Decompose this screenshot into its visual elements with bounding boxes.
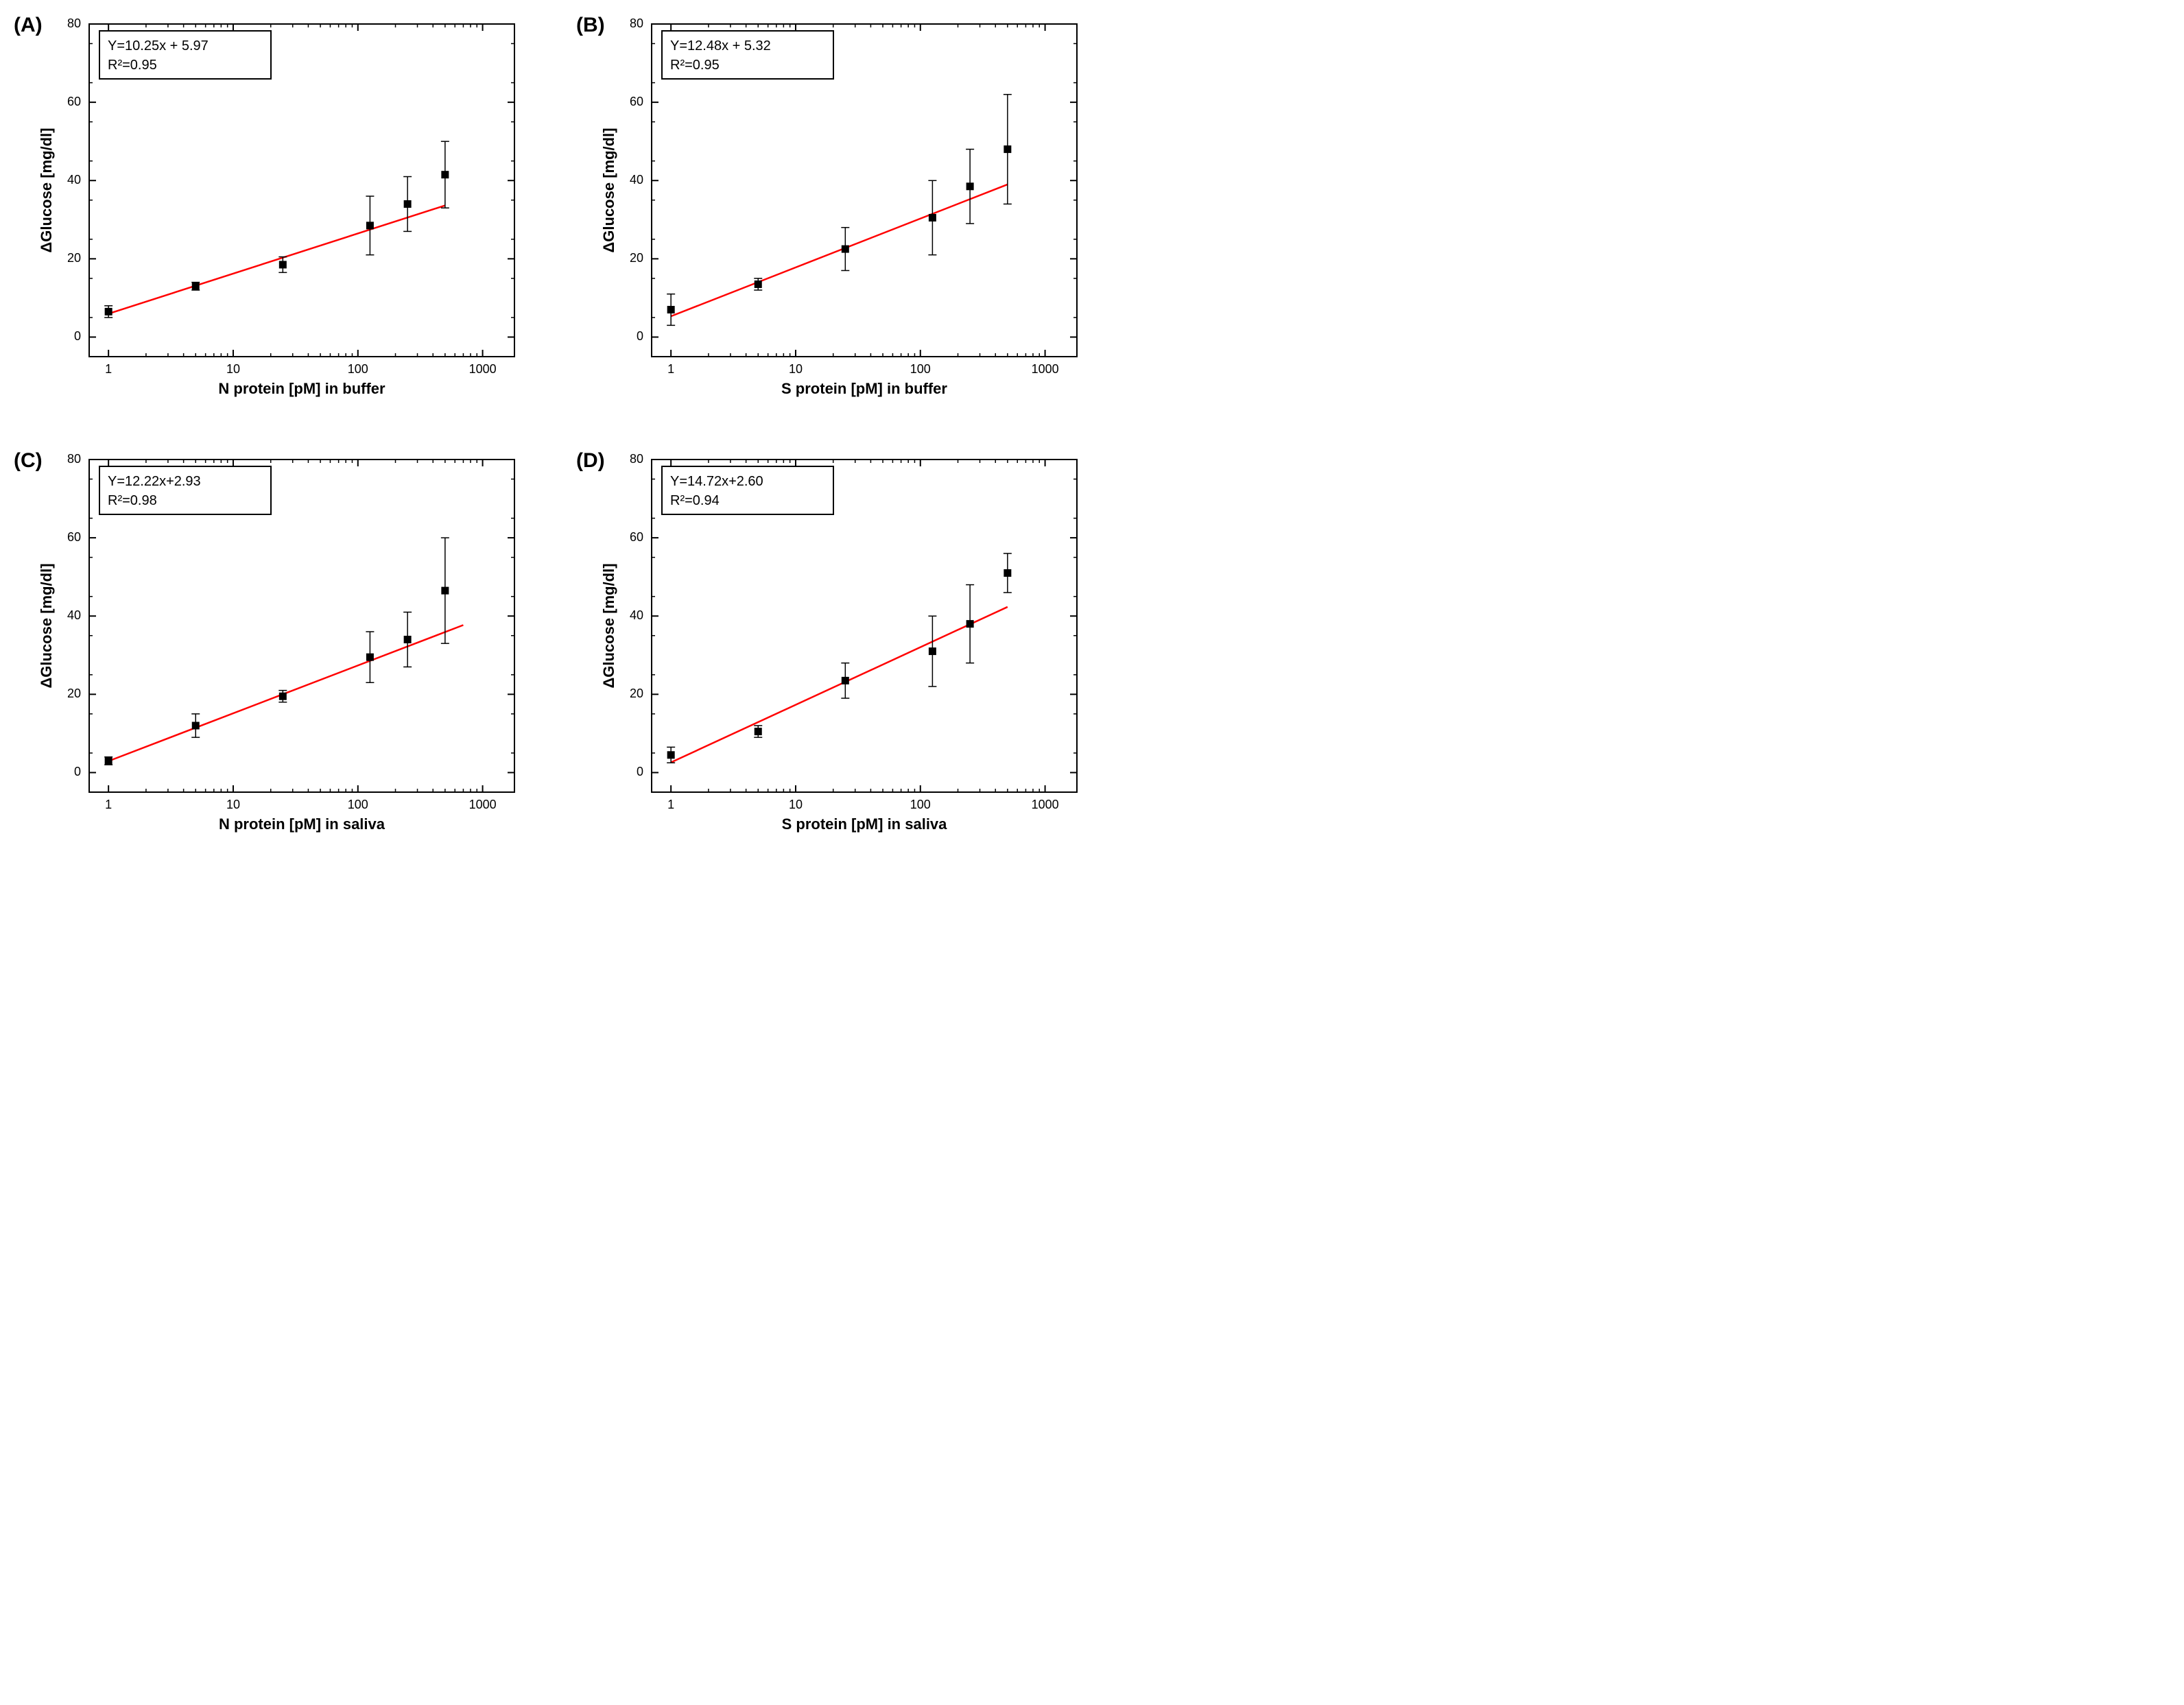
svg-text:0: 0 bbox=[637, 765, 643, 778]
svg-text:100: 100 bbox=[910, 798, 931, 811]
svg-text:R²=0.94: R²=0.94 bbox=[670, 493, 720, 508]
svg-text:S protein [pM] in saliva: S protein [pM] in saliva bbox=[782, 815, 948, 833]
svg-text:20: 20 bbox=[67, 687, 81, 700]
svg-text:N protein [pM] in saliva: N protein [pM] in saliva bbox=[219, 815, 385, 833]
svg-text:100: 100 bbox=[348, 362, 368, 376]
svg-text:R²=0.95: R²=0.95 bbox=[108, 58, 157, 73]
svg-text:20: 20 bbox=[630, 687, 643, 700]
chart-D: 0 20 40 60 80 1 10 100 1000 ΔGlucose [mg/dl] S pro… bbox=[576, 449, 1097, 847]
svg-text:10: 10 bbox=[226, 798, 240, 811]
panel-label-D: (D) bbox=[576, 449, 605, 473]
svg-text:ΔGlucose [mg/dl]: ΔGlucose [mg/dl] bbox=[600, 563, 617, 688]
panel-C: (C) 0 20 40 60 80 1 10 100 1000 ΔGlucose [mg/dl] N… bbox=[14, 449, 542, 864]
svg-text:10: 10 bbox=[789, 798, 803, 811]
svg-text:0: 0 bbox=[74, 329, 81, 343]
svg-text:Y=14.72x+2.60: Y=14.72x+2.60 bbox=[670, 474, 763, 489]
svg-text:80: 80 bbox=[67, 452, 81, 466]
svg-text:S protein [pM] in buffer: S protein [pM] in buffer bbox=[781, 380, 947, 397]
svg-text:1: 1 bbox=[105, 798, 112, 811]
svg-text:10: 10 bbox=[226, 362, 240, 376]
chart-C: 0 20 40 60 80 1 10 100 1000 ΔGlucose [mg/dl] N pro… bbox=[14, 449, 535, 847]
svg-text:R²=0.95: R²=0.95 bbox=[670, 58, 720, 73]
svg-text:R²=0.98: R²=0.98 bbox=[108, 493, 157, 508]
svg-text:1: 1 bbox=[667, 798, 674, 811]
svg-text:Y=12.22x+2.93: Y=12.22x+2.93 bbox=[108, 474, 201, 489]
svg-text:60: 60 bbox=[67, 530, 81, 544]
panel-A: (A) 0 20 40 60 80 1 10 100 1000 ΔGlucose [mg/dl] N… bbox=[14, 14, 542, 429]
chart-B: 0 20 40 60 80 1 10 100 1000 ΔGlucose [mg/dl] S pro… bbox=[576, 14, 1097, 412]
svg-text:40: 40 bbox=[67, 173, 81, 187]
svg-text:60: 60 bbox=[630, 95, 643, 108]
svg-text:0: 0 bbox=[637, 329, 643, 343]
figure-grid: (A) 0204060801101001000ΔGlucose [mg/dl]N… bbox=[14, 14, 1104, 864]
svg-text:ΔGlucose [mg/dl]: ΔGlucose [mg/dl] bbox=[38, 128, 55, 252]
svg-text:ΔGlucose [mg/dl]: ΔGlucose [mg/dl] bbox=[38, 563, 55, 688]
svg-text:60: 60 bbox=[630, 530, 643, 544]
svg-text:1: 1 bbox=[667, 362, 674, 376]
svg-text:1: 1 bbox=[105, 362, 112, 376]
svg-text:20: 20 bbox=[67, 251, 81, 265]
svg-text:ΔGlucose [mg/dl]: ΔGlucose [mg/dl] bbox=[600, 128, 617, 252]
svg-text:40: 40 bbox=[630, 173, 643, 187]
chart-A: 0 20 40 60 80 1 10 100 1000 ΔGlucose [mg/dl] N pro… bbox=[14, 14, 535, 412]
svg-text:10: 10 bbox=[789, 362, 803, 376]
svg-text:N protein [pM] in buffer: N protein [pM] in buffer bbox=[218, 380, 385, 397]
svg-text:1000: 1000 bbox=[469, 362, 497, 376]
panel-D: (D) 0 20 40 60 80 1 10 100 1000 ΔGlucose [mg/dl] S… bbox=[576, 449, 1104, 864]
svg-text:1000: 1000 bbox=[469, 798, 497, 811]
svg-text:60: 60 bbox=[67, 95, 81, 108]
svg-text:80: 80 bbox=[630, 452, 643, 466]
svg-text:1000: 1000 bbox=[1032, 362, 1059, 376]
svg-text:0: 0 bbox=[74, 765, 81, 778]
svg-text:100: 100 bbox=[910, 362, 931, 376]
panel-B: (B) 0 20 40 60 80 1 10 100 1000 ΔGlucose [mg/dl] S… bbox=[576, 14, 1104, 429]
svg-text:Y=10.25x + 5.97: Y=10.25x + 5.97 bbox=[108, 38, 209, 53]
panel-label-A: (A) bbox=[14, 14, 43, 37]
svg-text:80: 80 bbox=[630, 16, 643, 30]
panel-label-C: (C) bbox=[14, 449, 43, 473]
svg-text:80: 80 bbox=[67, 16, 81, 30]
svg-text:20: 20 bbox=[630, 251, 643, 265]
svg-text:Y=12.48x + 5.32: Y=12.48x + 5.32 bbox=[670, 38, 771, 53]
svg-text:40: 40 bbox=[630, 608, 643, 622]
svg-text:40: 40 bbox=[67, 608, 81, 622]
svg-text:100: 100 bbox=[348, 798, 368, 811]
svg-text:1000: 1000 bbox=[1032, 798, 1059, 811]
panel-label-B: (B) bbox=[576, 14, 605, 37]
